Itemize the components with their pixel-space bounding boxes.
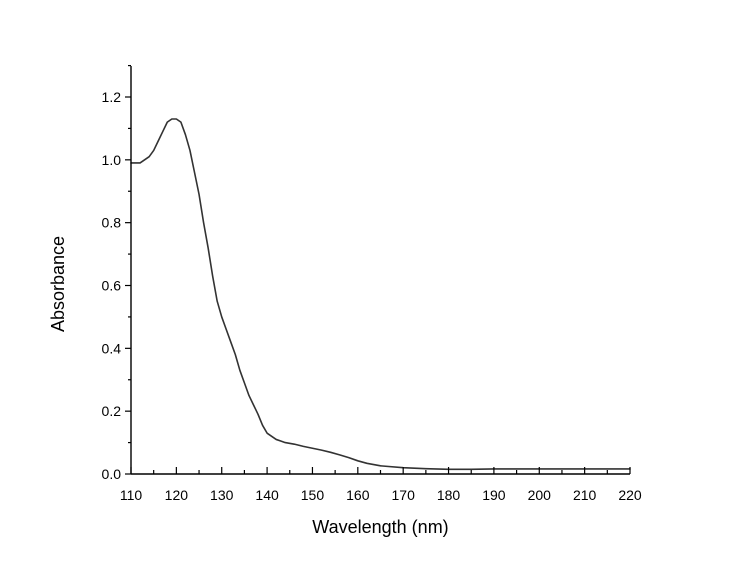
y-axis-title: Absorbance <box>48 236 68 332</box>
y-tick-label: 0.8 <box>102 215 122 231</box>
x-axis-title: Wavelength (nm) <box>312 517 448 537</box>
x-tick-label: 190 <box>482 487 506 503</box>
y-tick-label: 0.2 <box>102 403 122 419</box>
x-tick-label: 130 <box>210 487 234 503</box>
absorbance-series-line <box>130 118 631 471</box>
y-tick-label: 1.2 <box>102 89 122 105</box>
x-tick-label: 170 <box>392 487 416 503</box>
series-layer <box>130 118 631 471</box>
x-tick-label: 140 <box>255 487 279 503</box>
y-tick-label: 0.6 <box>102 278 122 294</box>
y-tick-label: 0.0 <box>102 466 122 482</box>
x-tick-label: 150 <box>301 487 325 503</box>
y-axis-ticks: 0.0 0.2 0.4 0.6 0.8 1.0 1.2 <box>102 64 131 482</box>
x-tick-label: 110 <box>120 487 143 503</box>
x-axis-ticks: 110 120 130 140 150 160 170 180 190 200 210 220 <box>120 467 642 503</box>
axes <box>130 66 630 475</box>
x-tick-label: 200 <box>528 487 552 503</box>
x-tick-label: 210 <box>573 487 597 503</box>
x-tick-label: 160 <box>346 487 370 503</box>
y-tick-label: 0.4 <box>102 340 122 356</box>
x-tick-label: 180 <box>437 487 461 503</box>
x-tick-label: 220 <box>618 487 642 503</box>
y-tick-label: 1.0 <box>102 152 122 168</box>
x-tick-label: 120 <box>165 487 189 503</box>
